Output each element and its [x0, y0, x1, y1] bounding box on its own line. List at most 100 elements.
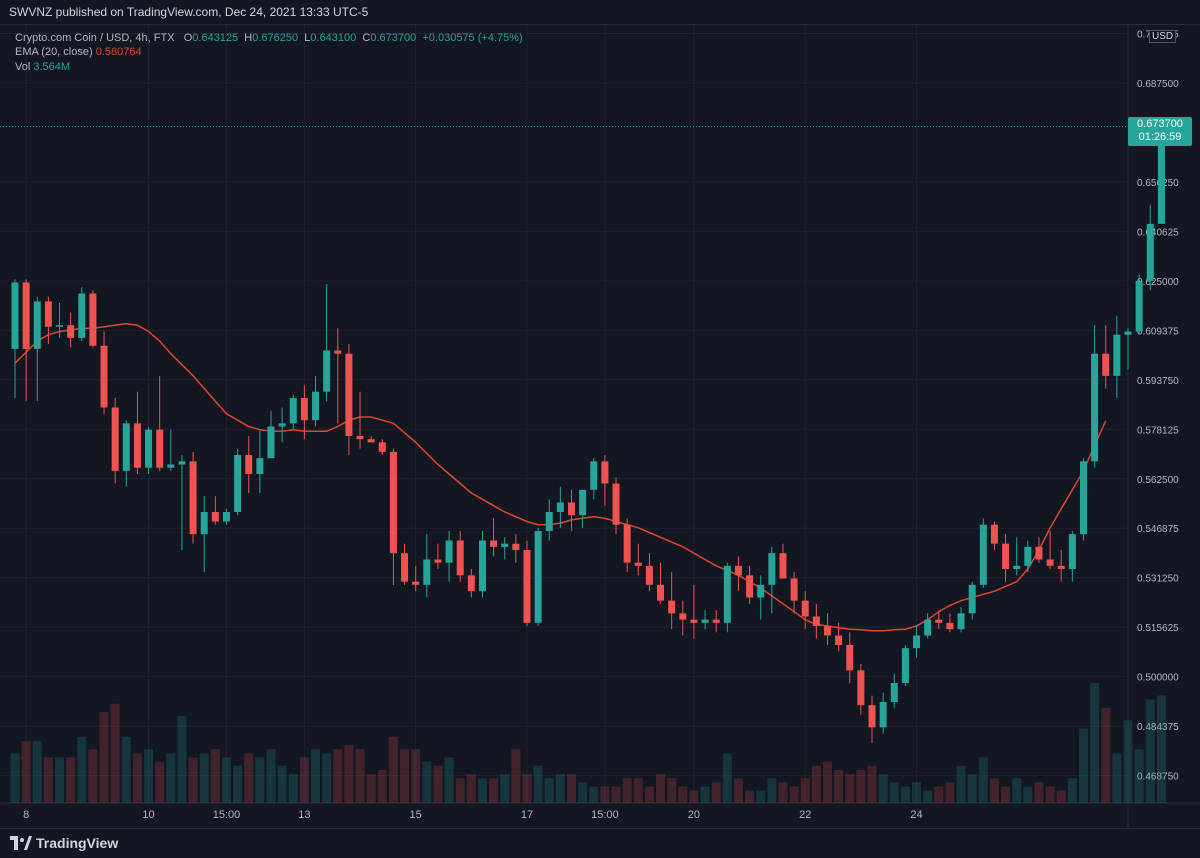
volume-bar [400, 749, 410, 803]
volume-bar [1078, 728, 1088, 803]
volume-bar [778, 782, 788, 803]
x-tick-label: 15:00 [213, 809, 241, 821]
candle-body [835, 635, 843, 645]
candle-body [679, 613, 687, 620]
candle-body [478, 540, 486, 592]
candle-body [256, 458, 264, 475]
candle-body [612, 483, 620, 525]
candle-body [412, 581, 420, 585]
volume-bar [811, 765, 821, 803]
volume-bar [288, 774, 298, 803]
volume-bar [800, 778, 810, 803]
candle-body [1146, 223, 1154, 281]
volume-bar [511, 749, 521, 803]
currency-label[interactable]: USD [1149, 30, 1177, 43]
ema-legend[interactable]: EMA (20, close) 0.580764 [15, 46, 142, 58]
candle-body [1035, 546, 1043, 560]
volume-bar [311, 749, 321, 803]
volume-bar [1101, 707, 1111, 803]
ema-value: 0.580764 [95, 46, 142, 58]
volume-bar [144, 749, 154, 803]
volume-bar [322, 753, 332, 803]
plot-background [0, 25, 1128, 803]
candle-body [401, 553, 409, 582]
brand-name: TradingView [36, 835, 119, 851]
symbol-label[interactable]: Crypto.com Coin / USD, 4h, FTX [15, 32, 175, 44]
candle-body [645, 565, 653, 585]
volume-bar [555, 774, 565, 803]
candle-body [501, 543, 509, 547]
candle-body [89, 293, 97, 346]
volume-bar [1012, 778, 1022, 803]
volume-bar [77, 736, 87, 803]
volume-bar [233, 765, 243, 803]
volume-bar [1123, 720, 1133, 803]
candle-body [145, 429, 153, 468]
volume-bar [678, 786, 688, 803]
volume-bar [700, 786, 710, 803]
low-value: 0.643100 [310, 32, 357, 44]
volume-bar [155, 761, 165, 803]
candle-body [601, 461, 609, 484]
volume-bar [756, 790, 766, 803]
volume-bar [55, 757, 65, 803]
candle-body [846, 644, 854, 671]
volume-bar [299, 757, 309, 803]
candle-body [1124, 331, 1132, 335]
volume-bar [522, 774, 532, 803]
candle-body [568, 502, 575, 516]
high-value: 0.676250 [252, 32, 299, 44]
high-label: H [244, 32, 253, 44]
volume-bar [722, 753, 732, 803]
candle-body [768, 553, 776, 585]
volume-bar [43, 757, 53, 803]
chart-area[interactable]: 0.468750 0.484375 0.500000 0.515625 0.531250… [0, 25, 1200, 828]
volume-bar [277, 765, 287, 803]
candle-body [267, 426, 275, 459]
published-info: SWVNZ published on TradingView.com, Dec … [9, 5, 369, 19]
open-value: 0.643125 [192, 32, 239, 44]
candle-body [200, 512, 208, 535]
candle-body [33, 301, 41, 349]
candle-body [990, 524, 998, 544]
candle-body [234, 455, 242, 513]
candlestick-chart[interactable]: 0.468750 0.484375 0.500000 0.515625 0.531250… [0, 25, 1200, 828]
candle-body [1113, 334, 1121, 376]
volume-bar [199, 753, 209, 803]
candle-body [924, 619, 932, 636]
candle-body [456, 540, 464, 576]
candle-body [1002, 543, 1010, 569]
last-price-value: 0.673700 [1137, 117, 1183, 130]
volume-bar [455, 778, 465, 803]
volume-bar [21, 740, 31, 803]
volume-bar [544, 778, 554, 803]
candle-body [668, 600, 676, 614]
change-value: +0.030575 (+4.75%) [422, 32, 523, 44]
candle-body [211, 512, 219, 522]
volume-bar [166, 753, 176, 803]
volume-bar [900, 786, 910, 803]
volume-bar [1045, 786, 1055, 803]
candle-body [790, 578, 798, 601]
candle-body [812, 616, 820, 626]
volume-bar [489, 778, 499, 803]
volume-bar [10, 753, 20, 803]
volume-bar [1090, 683, 1100, 803]
volume-bar [466, 774, 476, 803]
candle-body [556, 502, 564, 513]
candle-body [1102, 353, 1110, 376]
candle-body [1135, 280, 1143, 332]
ohlc-legend: Crypto.com Coin / USD, 4h, FTX O0.643125… [15, 32, 523, 44]
candle-body [1046, 559, 1054, 566]
volume-bar [1067, 778, 1077, 803]
candle-body [356, 436, 364, 440]
volume-bar [110, 703, 120, 803]
volume-bar [221, 757, 231, 803]
x-tick-label: 8 [23, 809, 29, 821]
volume-bar [433, 765, 443, 803]
volume-legend[interactable]: Vol 3.564M [15, 61, 70, 73]
tradingview-logo[interactable]: TradingView [10, 835, 118, 851]
candle-body [1157, 126, 1165, 224]
candle-body [334, 350, 342, 354]
volume-bar [923, 790, 933, 803]
